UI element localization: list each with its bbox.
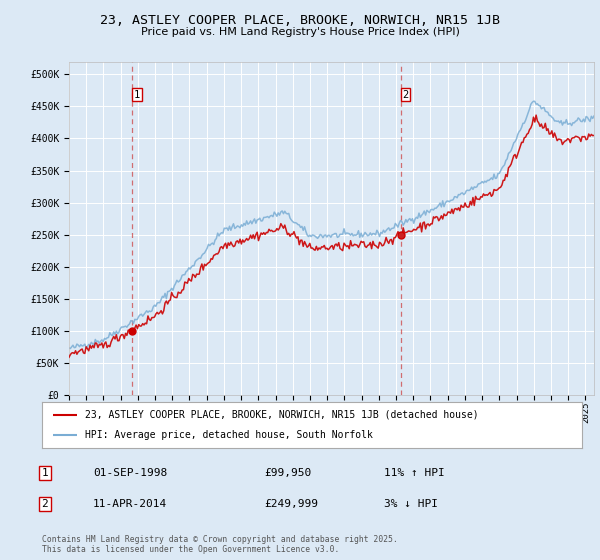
- Text: 2: 2: [41, 499, 49, 509]
- Text: 23, ASTLEY COOPER PLACE, BROOKE, NORWICH, NR15 1JB (detached house): 23, ASTLEY COOPER PLACE, BROOKE, NORWICH…: [85, 410, 479, 420]
- Text: 1: 1: [134, 90, 140, 100]
- Text: Price paid vs. HM Land Registry's House Price Index (HPI): Price paid vs. HM Land Registry's House …: [140, 27, 460, 38]
- Text: 1: 1: [41, 468, 49, 478]
- Text: 2: 2: [403, 90, 409, 100]
- Text: HPI: Average price, detached house, South Norfolk: HPI: Average price, detached house, Sout…: [85, 430, 373, 440]
- Text: 3% ↓ HPI: 3% ↓ HPI: [384, 499, 438, 509]
- Text: 11% ↑ HPI: 11% ↑ HPI: [384, 468, 445, 478]
- Text: £249,999: £249,999: [264, 499, 318, 509]
- Text: 11-APR-2014: 11-APR-2014: [93, 499, 167, 509]
- Text: Contains HM Land Registry data © Crown copyright and database right 2025.
This d: Contains HM Land Registry data © Crown c…: [42, 535, 398, 554]
- Text: 01-SEP-1998: 01-SEP-1998: [93, 468, 167, 478]
- Text: £99,950: £99,950: [264, 468, 311, 478]
- Text: 23, ASTLEY COOPER PLACE, BROOKE, NORWICH, NR15 1JB: 23, ASTLEY COOPER PLACE, BROOKE, NORWICH…: [100, 14, 500, 27]
